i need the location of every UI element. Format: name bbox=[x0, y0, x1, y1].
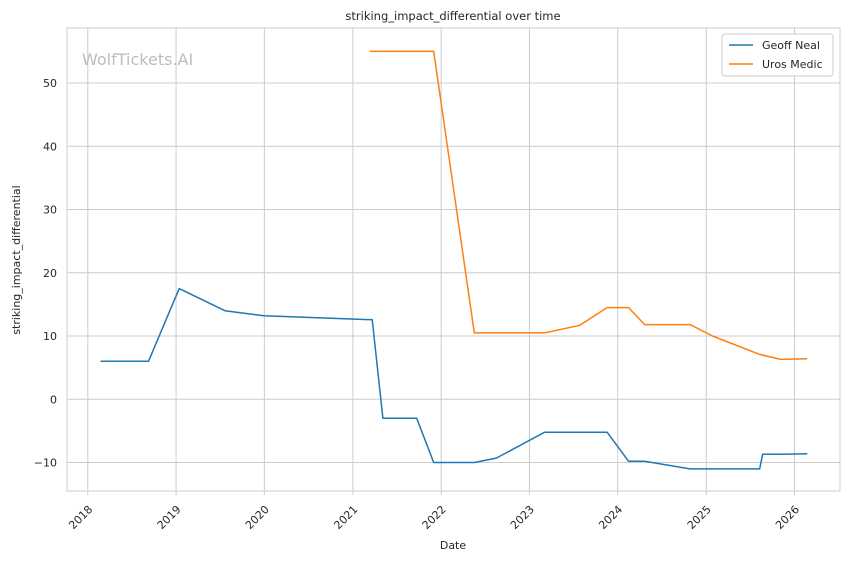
plot-area bbox=[66, 27, 841, 492]
series-line-uros-medic bbox=[369, 50, 808, 361]
x-tick-label: 2018 bbox=[66, 503, 95, 532]
y-tick-label: 40 bbox=[43, 140, 57, 153]
x-tick-label: 2024 bbox=[596, 503, 625, 532]
y-axis-label: striking_impact_differential bbox=[10, 185, 23, 334]
x-tick-label: 2021 bbox=[331, 503, 360, 532]
series-lines bbox=[100, 50, 808, 470]
x-tick-label: 2019 bbox=[155, 503, 184, 532]
watermark: WolfTickets.AI bbox=[82, 50, 193, 69]
x-tick-label: 2020 bbox=[243, 503, 272, 532]
x-axis-ticks: 2018 2019 2020 2021 2022 2023 2024 2025 2026 bbox=[66, 491, 802, 532]
legend-label-uros-medic: Uros Medic bbox=[762, 58, 823, 71]
y-tick-label: 10 bbox=[43, 330, 57, 343]
x-axis-label: Date bbox=[440, 539, 467, 552]
y-tick-label: 20 bbox=[43, 267, 57, 280]
grid bbox=[67, 28, 840, 491]
chart-title: striking_impact_differential over time bbox=[345, 9, 560, 23]
y-tick-label: 0 bbox=[50, 393, 57, 406]
series-line-geoff-neal bbox=[100, 287, 808, 470]
x-tick-label: 2022 bbox=[420, 503, 449, 532]
x-tick-label: 2026 bbox=[773, 503, 802, 532]
x-tick-label: 2025 bbox=[685, 503, 714, 532]
y-axis-ticks: −10 0 10 20 30 40 50 bbox=[34, 77, 57, 470]
y-tick-label: 30 bbox=[43, 204, 57, 217]
y-tick-label: −10 bbox=[34, 457, 57, 470]
x-tick-label: 2023 bbox=[508, 503, 537, 532]
legend-label-geoff-neal: Geoff Neal bbox=[762, 39, 820, 52]
legend: Geoff Neal Uros Medic bbox=[721, 33, 834, 77]
y-tick-label: 50 bbox=[43, 77, 57, 90]
